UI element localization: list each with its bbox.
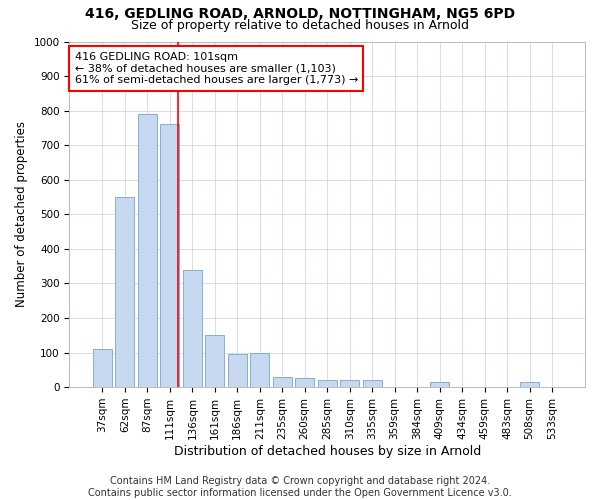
Bar	[340, 380, 359, 387]
Text: 416, GEDLING ROAD, ARNOLD, NOTTINGHAM, NG5 6PD: 416, GEDLING ROAD, ARNOLD, NOTTINGHAM, N…	[85, 8, 515, 22]
Bar	[183, 270, 202, 387]
Text: 416 GEDLING ROAD: 101sqm
← 38% of detached houses are smaller (1,103)
61% of sem: 416 GEDLING ROAD: 101sqm ← 38% of detach…	[74, 52, 358, 85]
Bar	[160, 124, 179, 387]
Y-axis label: Number of detached properties: Number of detached properties	[15, 122, 28, 308]
Text: Contains HM Land Registry data © Crown copyright and database right 2024.
Contai: Contains HM Land Registry data © Crown c…	[88, 476, 512, 498]
Bar	[295, 378, 314, 387]
Bar	[250, 352, 269, 387]
Bar	[205, 336, 224, 387]
Bar	[93, 349, 112, 387]
Bar	[430, 382, 449, 387]
Bar	[317, 380, 337, 387]
Bar	[228, 354, 247, 387]
Bar	[272, 376, 292, 387]
X-axis label: Distribution of detached houses by size in Arnold: Distribution of detached houses by size …	[173, 444, 481, 458]
Bar	[138, 114, 157, 387]
Bar	[362, 380, 382, 387]
Bar	[520, 382, 539, 387]
Text: Size of property relative to detached houses in Arnold: Size of property relative to detached ho…	[131, 19, 469, 32]
Bar	[115, 197, 134, 387]
